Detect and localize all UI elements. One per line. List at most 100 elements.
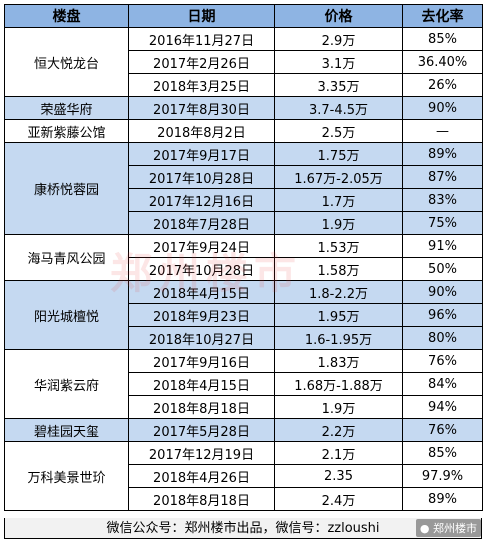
property-table: 楼盘 日期 价格 去化率 恒大悦龙台 2016年11月27日 2.9万 85% 2017…: [4, 4, 483, 511]
price-cell: 3.1万: [274, 50, 403, 74]
date-cell: 2017年12月16日: [128, 188, 275, 212]
price-cell: 1.6-1.95万: [274, 326, 403, 350]
rate-cell: 76%: [402, 349, 483, 373]
table-row: 2017年10月28日 1.58万 50%: [5, 257, 483, 281]
table-row: 2017年2月26日 3.1万 36.40%: [5, 50, 483, 74]
rate-cell: 94%: [402, 395, 483, 419]
price-cell: 1.68万-1.88万: [274, 372, 403, 396]
rate-cell: 89%: [402, 142, 483, 166]
table-row: 2018年8月18日 1.9万 94%: [5, 395, 483, 419]
date-cell: 2016年11月27日: [128, 27, 275, 51]
date-cell: 2018年4月15日: [128, 280, 275, 304]
property-name-cell: 荣盛华府: [4, 96, 129, 120]
property-name-cell: 万科美景世玠: [4, 441, 129, 511]
property-name-cell: 海马青风公园: [4, 234, 129, 281]
price-cell: 1.7万: [274, 188, 403, 212]
date-cell: 2017年8月30日: [128, 96, 275, 120]
table-row: 万科美景世玠 2017年12月19日 2.1万 85%: [4, 441, 483, 511]
rate-cell: 75%: [402, 211, 483, 235]
header-property: 楼盘: [4, 4, 129, 28]
table-row: 亚新紫藤公馆 2018年8月2日 2.5万 —: [4, 119, 483, 143]
price-cell: 2.9万: [274, 27, 403, 51]
rate-cell: 97.9%: [402, 464, 483, 488]
table-row: 2018年3月25日 3.35万 26%: [5, 73, 483, 97]
property-name-cell: 恒大悦龙台: [4, 27, 129, 97]
rate-cell: 87%: [402, 165, 483, 189]
price-cell: 3.7-4.5万: [274, 96, 403, 120]
price-cell: 1.9万: [274, 211, 403, 235]
rate-cell: 83%: [402, 188, 483, 212]
table-row: 2018年9月23日 1.95万 96%: [5, 303, 483, 327]
property-name-cell: 康桥悦蓉园: [4, 142, 129, 235]
date-cell: 2017年9月17日: [128, 142, 275, 166]
table-row: 荣盛华府 2017年8月30日 3.7-4.5万 90%: [4, 96, 483, 120]
rate-cell: 76%: [402, 418, 483, 442]
table-body: 恒大悦龙台 2016年11月27日 2.9万 85% 2017年2月26日 3.1万 36.…: [4, 27, 483, 511]
date-cell: 2017年10月28日: [128, 165, 275, 189]
table-row: 2017年10月28日 1.67万-2.05万 87%: [5, 165, 483, 189]
price-cell: 1.8-2.2万: [274, 280, 403, 304]
price-cell: 1.58万: [274, 257, 403, 281]
date-cell: 2017年12月19日: [128, 441, 275, 465]
date-cell: 2018年10月27日: [128, 326, 275, 350]
rate-cell: 96%: [402, 303, 483, 327]
property-name-cell: 碧桂园天玺: [4, 418, 129, 442]
price-cell: 1.53万: [274, 234, 403, 258]
corner-logo: ● 郑州楼市: [415, 519, 481, 537]
date-cell: 2018年8月2日: [128, 119, 275, 143]
price-cell: 1.9万: [274, 395, 403, 419]
footer-note: 微信公众号：郑州楼市出品，微信号：zzloushi: [4, 518, 482, 539]
rate-cell: 89%: [402, 487, 483, 511]
price-cell: 2.35: [274, 464, 403, 488]
date-cell: 2017年2月26日: [128, 50, 275, 74]
rate-cell: —: [402, 119, 483, 143]
price-cell: 2.5万: [274, 119, 403, 143]
table-row: 2018年10月27日 1.6-1.95万 80%: [5, 326, 483, 350]
header-date: 日期: [128, 4, 275, 28]
date-cell: 2018年7月28日: [128, 211, 275, 235]
rate-cell: 90%: [402, 280, 483, 304]
table-row: 海马青风公园 2017年9月24日 1.53万 91%: [4, 234, 483, 281]
price-cell: 2.2万: [274, 418, 403, 442]
rate-cell: 84%: [402, 372, 483, 396]
price-cell: 1.95万: [274, 303, 403, 327]
date-cell: 2017年5月28日: [128, 418, 275, 442]
price-cell: 1.83万: [274, 349, 403, 373]
date-cell: 2017年10月28日: [128, 257, 275, 281]
table-row: 康桥悦蓉园 2017年9月17日 1.75万 89%: [4, 142, 483, 235]
rate-cell: 91%: [402, 234, 483, 258]
date-cell: 2018年4月15日: [128, 372, 275, 396]
date-cell: 2017年9月24日: [128, 234, 275, 258]
table-row: 2018年8月18日 2.4万 89%: [5, 487, 483, 511]
date-cell: 2018年3月25日: [128, 73, 275, 97]
price-cell: 1.75万: [274, 142, 403, 166]
date-cell: 2018年9月23日: [128, 303, 275, 327]
price-cell: 1.67万-2.05万: [274, 165, 403, 189]
table-row: 阳光城檀悦 2018年4月15日 1.8-2.2万 90%: [4, 280, 483, 350]
rate-cell: 85%: [402, 27, 483, 51]
table-row: 华润紫云府 2017年9月16日 1.83万 76%: [4, 349, 483, 419]
table-row: 2018年7月28日 1.9万 75%: [5, 211, 483, 235]
price-cell: 2.4万: [274, 487, 403, 511]
table-row: 2017年12月16日 1.7万 83%: [5, 188, 483, 212]
table-row: 恒大悦龙台 2016年11月27日 2.9万 85%: [4, 27, 483, 97]
property-name-cell: 阳光城檀悦: [4, 280, 129, 350]
table-row: 碧桂园天玺 2017年5月28日 2.2万 76%: [4, 418, 483, 442]
rate-cell: 90%: [402, 96, 483, 120]
property-name-cell: 华润紫云府: [4, 349, 129, 419]
rate-cell: 85%: [402, 441, 483, 465]
rate-cell: 26%: [402, 73, 483, 97]
header-row: 楼盘 日期 价格 去化率: [4, 4, 483, 28]
header-rate: 去化率: [402, 4, 483, 28]
date-cell: 2018年8月18日: [128, 395, 275, 419]
date-cell: 2018年4月26日: [128, 464, 275, 488]
date-cell: 2018年8月18日: [128, 487, 275, 511]
rate-cell: 80%: [402, 326, 483, 350]
date-cell: 2017年9月16日: [128, 349, 275, 373]
price-cell: 2.1万: [274, 441, 403, 465]
price-cell: 3.35万: [274, 73, 403, 97]
header-price: 价格: [274, 4, 403, 28]
rate-cell: 36.40%: [402, 50, 483, 74]
rate-cell: 50%: [402, 257, 483, 281]
property-name-cell: 亚新紫藤公馆: [4, 119, 129, 143]
